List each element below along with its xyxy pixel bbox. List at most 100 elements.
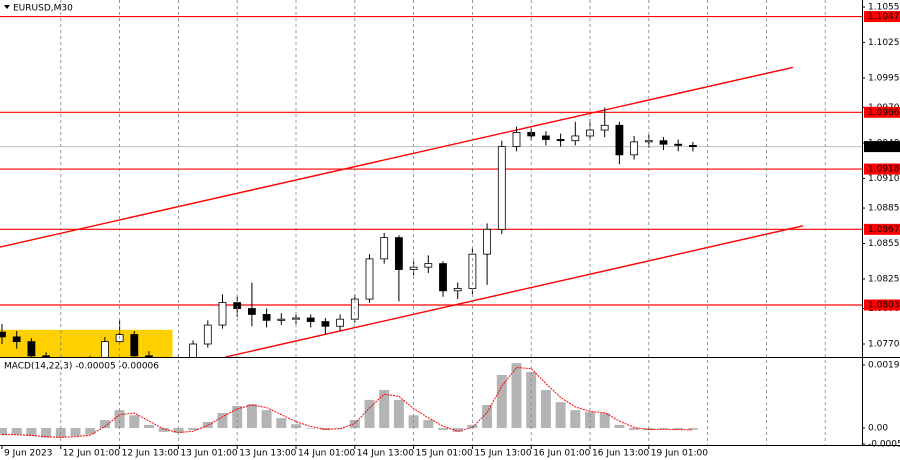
candle-body bbox=[439, 263, 447, 292]
macd-bar bbox=[11, 428, 22, 435]
macd-bar bbox=[70, 428, 81, 437]
macd-bar bbox=[41, 428, 52, 438]
price-panel bbox=[0, 15, 862, 357]
y-tick-label: 1.1025 bbox=[868, 38, 900, 48]
macd-bar bbox=[99, 420, 110, 429]
trendline bbox=[225, 225, 804, 357]
x-tick-label: 16 Jun 13:00 bbox=[592, 449, 649, 459]
macd-bar bbox=[423, 420, 434, 429]
candle-body bbox=[453, 288, 462, 292]
candle-body bbox=[424, 263, 433, 268]
candle-body bbox=[203, 324, 212, 345]
macd-bar bbox=[114, 410, 125, 429]
macd-bar bbox=[276, 418, 287, 429]
macd-bar bbox=[673, 428, 684, 430]
macd-bar bbox=[438, 428, 448, 430]
x-tick-label: 13 Jun 01:00 bbox=[180, 449, 237, 459]
level-label: 1.1047 bbox=[868, 12, 900, 22]
x-tick-label: 12 Jun 01:00 bbox=[63, 449, 120, 459]
macd-bar bbox=[188, 428, 199, 430]
candle-body bbox=[674, 143, 683, 146]
x-tick-label: 14 Jun 01:00 bbox=[298, 449, 355, 459]
macd-bar bbox=[364, 399, 375, 429]
candle-body bbox=[145, 355, 153, 357]
x-tick-label: 19 Jun 01:00 bbox=[651, 449, 708, 459]
macd-bar bbox=[496, 374, 507, 429]
candle-body bbox=[306, 317, 315, 322]
candle-body bbox=[189, 343, 198, 357]
level-label-box bbox=[864, 106, 900, 118]
candle-body bbox=[556, 139, 565, 142]
macd-bar bbox=[555, 402, 566, 429]
candle-body bbox=[336, 318, 345, 327]
level-label-box bbox=[864, 11, 900, 23]
y-tick-label: 1.0995 bbox=[868, 74, 900, 84]
level-label: 1.0918 bbox=[868, 165, 900, 175]
candle-body bbox=[262, 314, 271, 321]
macd-bar bbox=[144, 424, 154, 429]
y-tick-label: 1.0770 bbox=[868, 339, 900, 349]
menu-triangle bbox=[4, 5, 10, 9]
y-tick-label: 1.0855 bbox=[868, 239, 900, 249]
x-tick-label: 14 Jun 13:00 bbox=[357, 449, 414, 459]
level-label: 1.0867 bbox=[868, 225, 900, 235]
y-tick-label: 1.0825 bbox=[868, 274, 900, 284]
macd-bar bbox=[305, 428, 316, 429]
candle-body bbox=[365, 258, 374, 300]
macd-bar bbox=[335, 428, 346, 429]
macd-bar bbox=[687, 428, 698, 430]
candle-body bbox=[12, 336, 21, 343]
candle-body bbox=[101, 341, 109, 357]
x-tick-label: 15 Jun 13:00 bbox=[474, 449, 531, 459]
candle-body bbox=[218, 302, 227, 326]
y-tick-label: -0.0005 bbox=[868, 440, 900, 450]
candle-body bbox=[0, 331, 6, 338]
x-tick-label: 15 Jun 01:00 bbox=[416, 449, 473, 459]
candle-body bbox=[542, 135, 550, 140]
macd-bar bbox=[26, 428, 37, 437]
macd-bar bbox=[261, 410, 272, 429]
macd-bar bbox=[246, 404, 257, 429]
macd-bar bbox=[217, 413, 228, 429]
y-tick-label: 1.0910 bbox=[868, 174, 900, 184]
current-price-box bbox=[864, 141, 900, 153]
candle-body bbox=[394, 237, 403, 270]
macd-bar bbox=[643, 428, 654, 430]
level-label-box bbox=[864, 223, 900, 235]
macd-bar bbox=[658, 428, 669, 430]
candle-body bbox=[321, 321, 330, 327]
signal-line bbox=[1, 367, 693, 438]
macd-bar bbox=[540, 389, 551, 429]
candle-body bbox=[130, 334, 139, 357]
level-label: 1.0966 bbox=[868, 108, 900, 118]
x-tick-label: 9 Jun 2023 bbox=[4, 449, 52, 459]
current-price-label: 1.0937 bbox=[868, 142, 900, 152]
macd-bar bbox=[629, 428, 640, 430]
macd-bar bbox=[379, 389, 390, 429]
macd-bar bbox=[232, 405, 243, 429]
candle-body bbox=[409, 266, 418, 270]
chart-title: EURUSD,M30 bbox=[13, 4, 73, 14]
candle-body bbox=[380, 237, 389, 260]
x-tick-label: 16 Jun 01:00 bbox=[533, 449, 590, 459]
macd-bar bbox=[599, 413, 610, 429]
candle-body bbox=[512, 131, 521, 147]
candle-body bbox=[615, 124, 624, 156]
candle-body bbox=[659, 140, 668, 145]
macd-bar bbox=[614, 424, 625, 429]
candle-body bbox=[27, 341, 36, 357]
macd-bar bbox=[526, 372, 537, 429]
x-tick-label: 13 Jun 13:00 bbox=[239, 449, 296, 459]
macd-bar bbox=[393, 399, 404, 429]
zone bbox=[0, 329, 173, 357]
candle-body bbox=[497, 146, 506, 230]
y-tick-label: 0.00197 bbox=[868, 361, 900, 371]
candle-body bbox=[600, 124, 609, 131]
macd-bar bbox=[85, 428, 96, 435]
macd-bar bbox=[511, 363, 522, 429]
candle-body bbox=[571, 135, 580, 142]
candle-body bbox=[42, 355, 50, 357]
macd-bar bbox=[570, 410, 581, 429]
